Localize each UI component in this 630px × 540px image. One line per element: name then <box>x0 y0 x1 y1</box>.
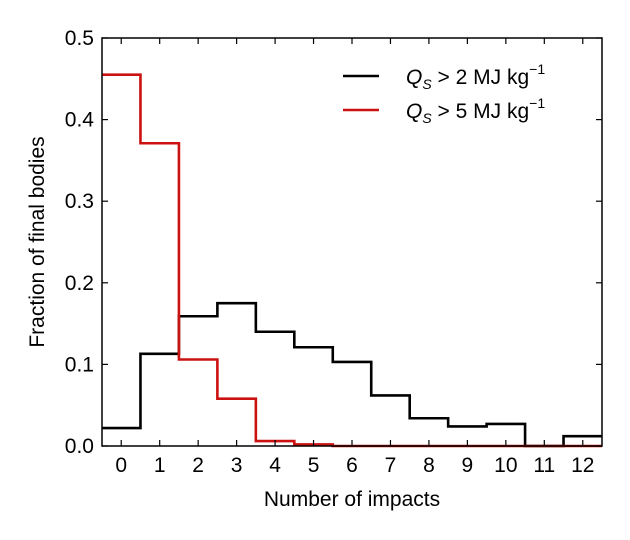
x-tick-label: 1 <box>154 454 166 477</box>
series-line-0 <box>102 301 602 448</box>
legend-label-text: > 2 MJ kg <box>432 66 529 89</box>
x-tick-label: 9 <box>462 454 474 477</box>
x-tick-label: 7 <box>385 454 397 477</box>
legend-label-subscript: S <box>422 76 432 92</box>
legend-label-0: QS > 2 MJ kg−1 <box>406 61 545 92</box>
x-tick-label: 3 <box>231 454 243 477</box>
legend-label-symbol: Q <box>406 100 422 123</box>
series-line-1 <box>102 73 602 448</box>
series-layer <box>102 73 602 448</box>
legend: QS > 2 MJ kg−1QS > 5 MJ kg−1 <box>343 61 545 126</box>
x-tick-label: 6 <box>346 454 358 477</box>
x-tick-label: 10 <box>494 454 517 477</box>
x-tick-label: 8 <box>423 454 435 477</box>
y-tick-label: 0.3 <box>65 190 94 213</box>
x-tick-label: 11 <box>533 454 555 477</box>
legend-label-symbol: Q <box>406 66 422 89</box>
y-tick-label: 0.0 <box>65 435 94 458</box>
ticks-layer: 0 1 2 3 4 5 6 7 8 9 10 11 120.00.10.20.30.40.5 <box>65 27 602 477</box>
x-tick-label: 12 <box>571 454 594 477</box>
x-tick-label: 5 <box>308 454 320 477</box>
y-tick-label: 0.4 <box>65 109 95 132</box>
x-tick-label: 4 <box>269 454 281 477</box>
legend-label-text: > 5 MJ kg <box>432 100 529 123</box>
x-tick-label: 0 <box>115 454 127 477</box>
x-axis-label: Number of impacts <box>264 488 440 511</box>
y-tick-label: 0.2 <box>65 272 94 295</box>
legend-label-superscript: −1 <box>529 95 545 111</box>
y-axis-label: Fraction of final bodies <box>26 136 49 347</box>
legend-label-1: QS > 5 MJ kg−1 <box>406 95 545 126</box>
y-tick-label: 0.1 <box>65 353 94 376</box>
legend-label-superscript: −1 <box>529 61 545 77</box>
y-tick-label: 0.5 <box>65 27 94 50</box>
legend-label-subscript: S <box>422 110 432 126</box>
x-tick-label: 2 <box>192 454 204 477</box>
